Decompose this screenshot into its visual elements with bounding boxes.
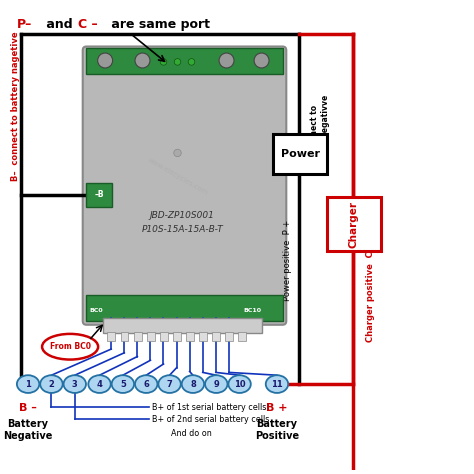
- Circle shape: [219, 53, 234, 68]
- Text: And do on: And do on: [171, 428, 211, 438]
- Text: B+ of 2nd serial battery cells: B+ of 2nd serial battery cells: [152, 415, 269, 424]
- Bar: [173, 332, 181, 341]
- Text: 4: 4: [97, 380, 102, 389]
- Ellipse shape: [135, 375, 157, 393]
- Text: JBD-ZP10S001: JBD-ZP10S001: [150, 211, 215, 220]
- Text: B–  connect to battery nagetive: B– connect to battery nagetive: [11, 31, 20, 181]
- Bar: [186, 332, 194, 341]
- Text: www.elecycles.com: www.elecycles.com: [146, 156, 209, 196]
- Ellipse shape: [158, 375, 181, 393]
- Bar: [273, 134, 327, 174]
- Ellipse shape: [88, 375, 111, 393]
- Text: From BC0: From BC0: [50, 342, 91, 351]
- Text: 9: 9: [213, 380, 219, 389]
- Bar: [160, 332, 168, 341]
- Ellipse shape: [42, 334, 98, 360]
- Bar: [134, 332, 142, 341]
- Bar: [238, 332, 246, 341]
- Text: 6: 6: [143, 380, 149, 389]
- Text: BC10: BC10: [243, 308, 261, 313]
- Bar: [225, 332, 233, 341]
- Circle shape: [160, 59, 167, 65]
- Text: Charger: Charger: [349, 201, 359, 247]
- Bar: [120, 332, 128, 341]
- Text: are same port: are same port: [108, 18, 210, 31]
- Circle shape: [254, 53, 269, 68]
- Text: BC0: BC0: [89, 308, 102, 313]
- Text: B –: B –: [19, 403, 37, 413]
- Text: 3: 3: [72, 380, 78, 389]
- Circle shape: [174, 149, 181, 157]
- Bar: [327, 197, 381, 251]
- Text: Battery
Positive: Battery Positive: [255, 419, 299, 441]
- Circle shape: [135, 53, 150, 68]
- Bar: [108, 332, 115, 341]
- Text: 1: 1: [25, 380, 31, 389]
- Ellipse shape: [228, 375, 251, 393]
- Text: 11: 11: [271, 380, 283, 389]
- Text: 10: 10: [234, 380, 246, 389]
- Text: B +: B +: [266, 403, 288, 413]
- Ellipse shape: [182, 375, 204, 393]
- Text: C –: C –: [78, 18, 98, 31]
- Text: 2: 2: [48, 380, 55, 389]
- Text: Charger positive  C+: Charger positive C+: [366, 244, 375, 342]
- Text: 5: 5: [120, 380, 126, 389]
- Text: Power: Power: [281, 149, 319, 159]
- Ellipse shape: [17, 375, 39, 393]
- Bar: [103, 318, 262, 333]
- Bar: [212, 332, 220, 341]
- Bar: [86, 183, 112, 207]
- Ellipse shape: [205, 375, 228, 393]
- FancyBboxPatch shape: [83, 46, 286, 325]
- Text: and: and: [42, 18, 77, 31]
- Text: Power positive  P +: Power positive P +: [283, 220, 292, 301]
- Ellipse shape: [40, 375, 63, 393]
- Text: 8: 8: [190, 380, 196, 389]
- Text: –B: –B: [94, 191, 104, 200]
- Bar: [199, 332, 207, 341]
- Ellipse shape: [64, 375, 86, 393]
- Circle shape: [98, 53, 113, 68]
- Circle shape: [188, 59, 195, 65]
- Text: P–: P–: [17, 18, 32, 31]
- Text: C– connect to
charger negativve: C– connect to charger negativve: [310, 95, 329, 174]
- Text: Battery
Negative: Battery Negative: [3, 419, 53, 441]
- Ellipse shape: [266, 375, 288, 393]
- Text: B+ of 1st serial battery cells: B+ of 1st serial battery cells: [152, 403, 266, 412]
- Bar: [86, 48, 283, 73]
- Bar: [146, 332, 155, 341]
- Circle shape: [174, 59, 181, 65]
- Text: 7: 7: [167, 380, 173, 389]
- Text: P10S-15A-15A-B-T: P10S-15A-15A-B-T: [141, 226, 223, 235]
- Bar: [86, 295, 283, 321]
- Ellipse shape: [112, 375, 134, 393]
